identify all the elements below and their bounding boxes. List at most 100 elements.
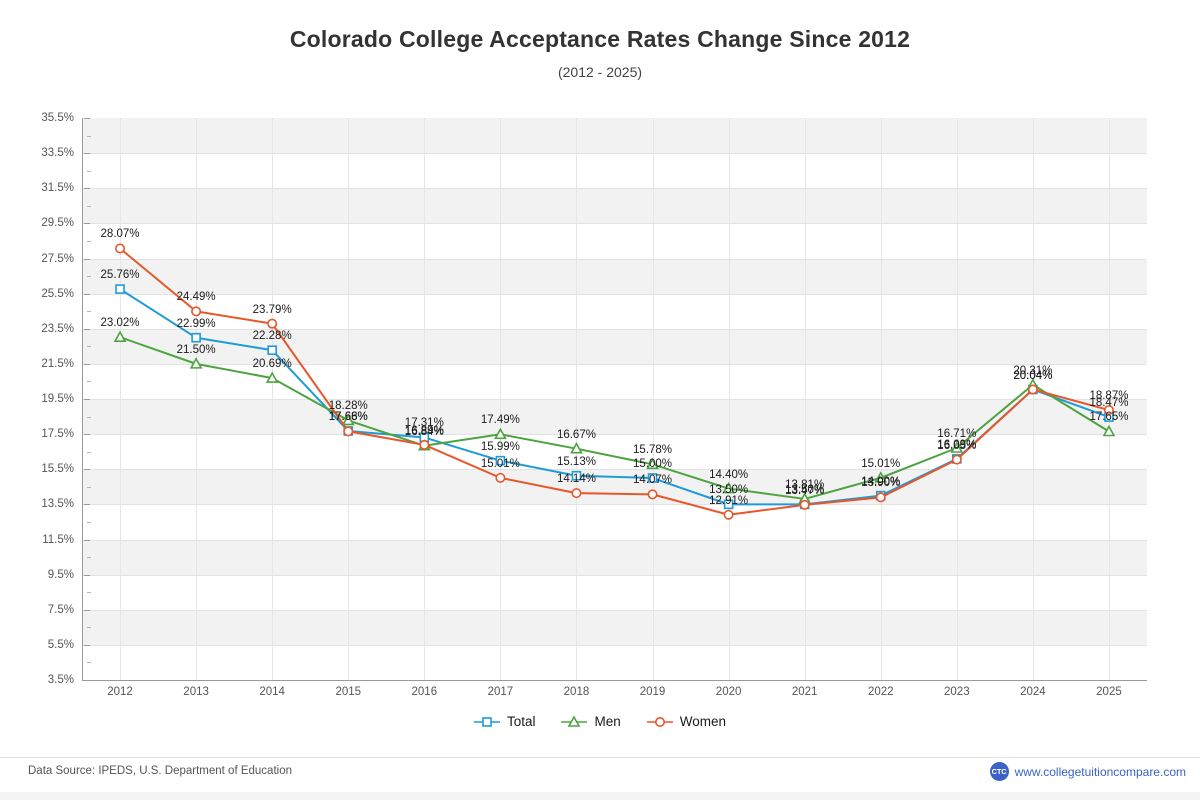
footer-divider: [0, 757, 1200, 758]
y-axis-tick-mark: [84, 258, 90, 260]
data-point-label: 20.04%: [1013, 369, 1053, 382]
page-title: Colorado College Acceptance Rates Change…: [289, 26, 911, 52]
x-axis-tick-label: 2017: [487, 686, 514, 698]
y-axis-minor-tick: [87, 557, 91, 559]
legend-item-total[interactable]: Total: [473, 714, 536, 729]
data-point-label: 23.79%: [252, 303, 292, 316]
data-point-marker: [1027, 384, 1038, 395]
y-axis-tick-mark: [84, 644, 90, 646]
data-point-label: 13.50%: [785, 484, 825, 497]
data-point-label: 15.13%: [556, 455, 596, 468]
data-point-marker: [265, 371, 279, 383]
grid-band: [82, 258, 1147, 294]
x-axis-tick-label: 2012: [107, 686, 133, 698]
data-point-marker: [571, 470, 582, 481]
y-axis-tick-mark: [84, 469, 90, 471]
data-point-label: 16.09%: [937, 438, 977, 451]
grid-line-horizontal: [82, 223, 1147, 225]
y-axis-tick-label: 35.5%: [41, 112, 74, 124]
y-axis-tick-label: 11.5%: [42, 533, 74, 546]
data-point-label: 12.91%: [709, 494, 749, 507]
data-point-marker: [191, 306, 202, 317]
data-point-marker: [951, 454, 962, 465]
data-point-label: 14.40%: [709, 468, 749, 481]
legend-item-men[interactable]: Men: [561, 714, 621, 729]
x-axis-tick-label: 2014: [259, 686, 285, 698]
y-axis-tick-label: 13.5%: [41, 498, 74, 511]
plot-area: [82, 118, 1147, 681]
data-point-marker: [568, 714, 581, 727]
y-axis-tick-mark: [84, 574, 90, 576]
data-point-label: 16.67%: [556, 428, 596, 441]
legend-label: Men: [594, 714, 621, 729]
data-point-label: 15.99%: [480, 440, 520, 453]
y-axis-minor-tick: [87, 627, 91, 629]
x-axis-tick-label: 2023: [944, 686, 970, 698]
y-axis-minor-tick: [87, 311, 91, 313]
series-line: [119, 336, 1110, 500]
data-point-label: 16.71%: [937, 427, 977, 440]
y-axis-tick-mark: [84, 153, 90, 155]
y-axis-minor-tick: [87, 416, 91, 418]
grid-line-vertical: [196, 118, 198, 680]
data-point-label: 17.49%: [480, 414, 520, 427]
brand-link[interactable]: CTC www.collegetuitioncompare.com: [989, 762, 1186, 781]
y-axis-minor-tick: [87, 451, 91, 453]
data-point-marker: [571, 488, 582, 499]
data-point-label: 16.84%: [404, 425, 444, 438]
data-point-label: 13.47%: [785, 484, 825, 497]
data-point-marker: [950, 441, 964, 453]
y-axis-minor-tick: [87, 240, 91, 242]
grid-line-horizontal: [82, 644, 1147, 646]
data-point-marker: [1102, 424, 1116, 437]
y-axis-tick-label: 21.5%: [41, 357, 74, 370]
x-axis-tick-label: 2021: [791, 686, 818, 698]
y-axis-tick-mark: [84, 188, 90, 190]
y-axis-minor-tick: [87, 135, 91, 137]
y-axis-tick-label: 3.5%: [47, 674, 74, 686]
grid-line-horizontal: [82, 469, 1147, 471]
grid-line-vertical: [956, 118, 958, 680]
data-point-marker: [267, 318, 278, 329]
y-axis-minor-tick: [87, 486, 91, 488]
legend-item-women[interactable]: Women: [646, 714, 726, 729]
grid-line-vertical: [120, 118, 122, 680]
grid-line-vertical: [652, 118, 654, 680]
data-point-label: 17.68%: [328, 410, 368, 423]
data-point-marker: [191, 332, 201, 343]
data-point-marker: [1103, 405, 1114, 416]
grid-line-vertical: [880, 118, 882, 680]
grid-band: [82, 328, 1147, 364]
data-point-label: 14.14%: [556, 473, 596, 486]
y-axis-tick-mark: [84, 363, 90, 365]
grid-band: [82, 609, 1147, 645]
y-axis-minor-tick: [87, 276, 91, 278]
y-axis-tick-label: 29.5%: [41, 217, 74, 230]
grid-band: [82, 118, 1147, 154]
data-point-label: 18.87%: [1089, 390, 1129, 403]
grid-line-vertical: [576, 118, 578, 680]
y-axis-tick-label: 9.5%: [47, 568, 74, 581]
data-point-marker: [723, 499, 734, 510]
legend-label: Total: [506, 714, 536, 729]
data-point-marker: [341, 413, 355, 426]
data-point-label: 21.50%: [176, 343, 216, 356]
series-line: [119, 247, 1110, 516]
y-axis-minor-tick: [87, 205, 91, 207]
data-point-label: 16.89%: [404, 424, 444, 437]
data-point-label: 28.07%: [100, 228, 140, 241]
legend-marker-square-icon: [473, 716, 500, 727]
x-axis-tick-label: 2025: [1096, 686, 1122, 698]
bottom-strip: [0, 792, 1200, 800]
data-point-marker: [647, 489, 658, 500]
x-axis-tick-label: 2019: [639, 686, 666, 698]
x-axis-tick-label: 2018: [563, 686, 590, 698]
data-source-text: Data Source: IPEDS, U.S. Department of E…: [28, 765, 292, 777]
x-axis-tick-label: 2015: [335, 686, 362, 698]
brand-logo-icon: CTC: [989, 762, 1009, 781]
y-axis-tick-mark: [84, 328, 90, 330]
data-point-label: 20.04%: [1013, 369, 1053, 382]
data-point-marker: [115, 243, 126, 254]
data-point-label: 15.01%: [861, 457, 901, 470]
